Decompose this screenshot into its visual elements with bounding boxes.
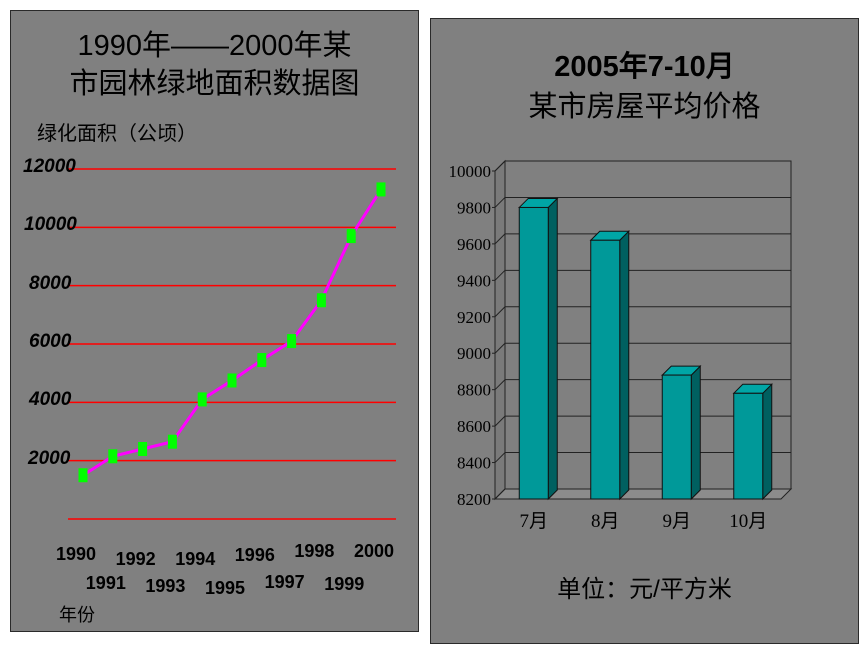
right-title-line2: 某市房屋平均价格 [528,91,761,123]
y-tick-label: 9400 [457,271,491,290]
left-chart-panel: 1990年——2000年某 市园林绿地面积数据图 绿化面积（公顷） 2000 40… [10,10,419,632]
data-point [167,434,177,449]
bar-side [619,230,630,501]
data-point [316,293,326,308]
bar [661,374,692,500]
left-chart-title: 1990年——2000年某 市园林绿地面积数据图 [11,27,418,103]
left-y-axis-label: 绿化面积（公顷） [37,123,197,145]
data-point [227,373,237,388]
left-x-axis-label: 年份 [59,605,95,625]
x-tick-label: 1993 [145,576,186,596]
y-tick-label: 10000 [24,214,77,236]
bar-side [762,383,773,501]
y-tick-label: 8000 [29,272,72,294]
x-tick-label: 1999 [324,574,365,594]
y-tick-label: 8800 [457,381,491,400]
y-tick-label: 9000 [457,344,491,363]
bar [518,206,549,500]
gridline-side [494,233,506,245]
series-line [82,188,383,477]
x-tick-label: 10月 [729,511,767,532]
bar [733,392,764,500]
data-point [376,182,386,197]
gridline-side [494,306,506,318]
y-tick-label: 12000 [23,156,76,177]
y-tick-label: 4000 [29,389,72,411]
y-tick-label: 9200 [457,308,491,327]
right-title-line1: 2005年7-10月 [554,51,735,83]
left-title-line1: 1990年——2000年某 [77,30,352,62]
x-tick-label: 1991 [85,573,126,593]
x-tick-label: 1997 [264,572,305,592]
x-tick-label: 1992 [115,549,156,569]
right-unit-label: 单位：元/平方米 [557,576,732,603]
y-tick-label: 9800 [457,198,491,217]
gridline-side [494,452,506,463]
x-tick-label: 9月 [662,511,691,532]
gridline-side [494,415,506,427]
data-point [108,449,118,464]
x-tick-label: 1996 [234,545,275,565]
x-tick-label: 2000 [354,541,395,561]
y-tick-label: 8200 [457,490,491,509]
x-tick-label: 1998 [294,541,335,561]
x-tick-label: 7月 [519,511,548,532]
y-tick-label: 6000 [29,331,72,352]
x-tick-label: 1990 [56,544,97,564]
data-point [78,468,88,483]
right-chart-panel: 2005年7-10月 某市房屋平均价格 8200 8400 8600 8800 9000… [430,18,859,644]
gridline-side [494,160,506,172]
data-point [138,442,148,456]
data-point [257,353,267,368]
gridline-side [494,342,506,354]
data-point [197,392,207,407]
left-title-line2: 市园林绿地面积数据图 [69,68,360,100]
side-wall [494,159,506,501]
y-tick-label: 10000 [449,162,492,181]
data-point [346,229,356,244]
bar-side [547,197,558,501]
x-tick-label: 1994 [175,549,216,569]
data-point [287,334,297,349]
bar [590,239,621,500]
x-tick-label: 8月 [591,511,620,532]
bar-side [690,364,701,501]
y-tick-label: 8600 [457,417,491,436]
x-tick-label: 1995 [205,578,246,598]
gridline-side [494,269,506,281]
gridline-side [494,379,506,391]
y-tick-label: 9600 [457,235,491,254]
right-bar-chart: 8200 8400 8600 8800 9000 9200 9400 9600 9800 1000… [449,159,793,532]
y-tick-label: 8400 [457,454,491,473]
right-chart-title: 2005年7-10月 某市房屋平均价格 [431,47,858,127]
gridline-side [494,488,506,500]
y-tick-label: 2000 [28,447,71,469]
gridline-side [494,197,506,208]
left-line-chart [68,168,396,520]
